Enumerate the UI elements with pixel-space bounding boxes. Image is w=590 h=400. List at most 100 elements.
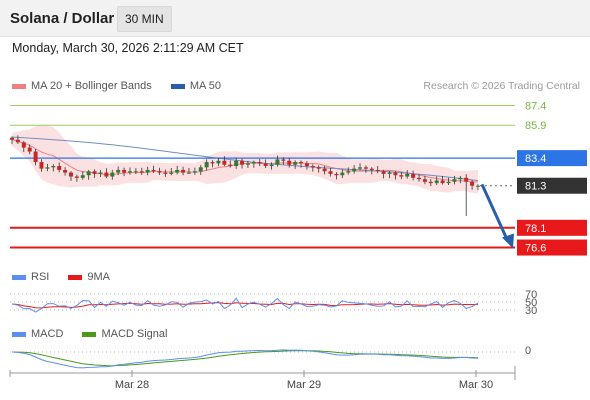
candle-body <box>393 172 398 176</box>
candle-body <box>21 142 26 148</box>
legend-rsi-ma-label: 9MA <box>87 271 111 283</box>
candle-body <box>45 167 50 169</box>
candle-body <box>310 166 315 168</box>
support-label-box-781 <box>517 219 587 236</box>
candle-body <box>257 162 262 164</box>
candle-body <box>104 172 109 177</box>
candle-body <box>363 167 368 169</box>
projection-arrow <box>480 183 510 243</box>
pivot-label-box <box>517 150 587 167</box>
candle-body <box>122 169 127 173</box>
candlesticks <box>10 135 480 216</box>
legend-ma50-label: MA 50 <box>189 80 222 92</box>
level-label-781: 78.1 <box>525 223 546 235</box>
support-label-box-766 <box>517 239 587 256</box>
x-tick-label-mar28: Mar 28 <box>115 379 149 391</box>
candle-body <box>322 168 327 172</box>
level-label-834: 83.4 <box>525 153 546 165</box>
candle-body <box>440 180 445 184</box>
candle-body <box>151 169 156 172</box>
candle-body <box>275 159 280 165</box>
macd-signal-line <box>11 350 479 367</box>
candle-body <box>458 177 463 180</box>
candle-body <box>470 181 475 186</box>
candle-body <box>175 169 180 173</box>
candle-body <box>352 168 357 172</box>
chart-title: Solana / Dollar <box>10 10 115 27</box>
bollinger-band <box>12 124 478 194</box>
candle-body <box>381 171 386 174</box>
candle-body <box>127 171 132 173</box>
candle-body <box>316 167 321 169</box>
legend-rsi: RSI <box>12 271 49 283</box>
level-label-766: 76.6 <box>525 243 546 255</box>
ma50-line <box>11 136 479 182</box>
candle-body <box>358 167 363 169</box>
candle-body <box>334 173 339 176</box>
rsi-ma-swatch <box>68 274 83 280</box>
interval-button[interactable]: 30 MIN <box>117 6 172 32</box>
candle-body <box>63 169 68 173</box>
rsi-legend: RSI 9MA <box>12 271 126 283</box>
candle-body <box>464 177 469 182</box>
candle-body <box>157 171 162 173</box>
candle-body <box>80 175 85 178</box>
level-label-813: 81.3 <box>525 181 546 193</box>
candle-body <box>204 162 209 168</box>
candle-body <box>10 137 14 140</box>
rsi-swatch <box>12 274 26 280</box>
macd-label-0: 0 <box>525 345 531 357</box>
candle-body <box>245 163 250 165</box>
candle-body <box>216 160 221 164</box>
x-tick-label-mar29: Mar 29 <box>287 379 321 391</box>
candle-body <box>446 181 451 184</box>
candle-body <box>186 172 191 174</box>
price-legend: MA 20 + Bollinger Bands MA 50 <box>12 80 237 92</box>
projection-arrowhead <box>502 233 514 249</box>
candle-body <box>452 179 457 182</box>
candle-body <box>269 164 274 167</box>
candle-body <box>417 177 422 180</box>
legend-macd-label: MACD <box>31 328 64 340</box>
candle-body <box>110 172 115 177</box>
level-label-859: 85.9 <box>525 120 546 132</box>
candle-body <box>346 171 351 173</box>
candle-body <box>240 160 245 165</box>
rsi-label-30: 30 <box>525 305 537 317</box>
chart-header: Solana / Dollar 30 MIN <box>0 0 590 37</box>
candle-body <box>74 176 79 178</box>
macd-swatch <box>12 331 26 337</box>
legend-macd: MACD <box>12 328 63 340</box>
macd-signal-swatch <box>82 331 97 337</box>
candle-body <box>222 160 227 165</box>
candle-body <box>299 162 304 164</box>
candle-body <box>133 171 138 173</box>
candle-body <box>15 139 20 143</box>
candle-body <box>434 180 439 184</box>
candle-body <box>198 167 203 172</box>
candle-body <box>428 181 433 184</box>
candle-body <box>27 147 32 152</box>
candle-body <box>422 179 427 182</box>
candle-body <box>287 160 292 165</box>
candle-body <box>263 163 268 167</box>
legend-rsi-ma: 9MA <box>68 271 110 283</box>
candle-body <box>228 164 233 167</box>
candle-body <box>92 171 97 174</box>
candle-body <box>405 173 410 177</box>
candle-body <box>369 168 374 170</box>
macd-legend: MACD MACD Signal <box>12 328 183 340</box>
x-tick-label-mar30: Mar 30 <box>459 379 493 391</box>
candle-body <box>340 172 345 176</box>
ma20-swatch <box>12 83 26 89</box>
candle-body <box>328 171 333 174</box>
level-label-874: 87.4 <box>525 101 546 113</box>
candle-body <box>145 169 150 173</box>
candle-body <box>139 171 144 173</box>
legend-ma50: MA 50 <box>170 80 222 92</box>
rsi-label-50: 50 <box>525 297 537 309</box>
candle-body <box>387 172 392 174</box>
legend-rsi-label: RSI <box>31 271 50 283</box>
legend-ma20: MA 20 + Bollinger Bands <box>12 80 152 92</box>
